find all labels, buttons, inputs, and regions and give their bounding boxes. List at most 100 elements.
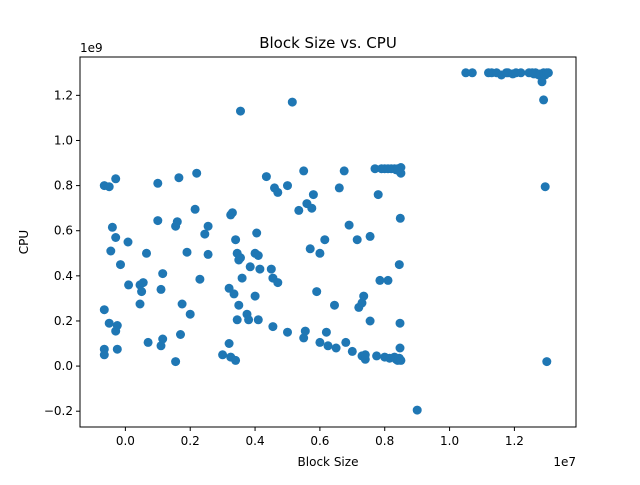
data-point-66 (255, 264, 265, 274)
data-point-25 (156, 284, 166, 294)
data-point-21 (143, 337, 153, 347)
data-point-75 (283, 327, 292, 337)
data-point-146 (516, 68, 526, 78)
data-point-98 (352, 235, 362, 245)
data-point-106 (365, 316, 375, 326)
y-tick-label-6: 1.0 (54, 133, 73, 147)
data-point-86 (315, 248, 325, 258)
data-point-52 (234, 300, 244, 310)
data-point-18 (137, 287, 147, 297)
data-point-63 (253, 251, 263, 260)
data-point-19 (135, 299, 145, 309)
data-point-59 (244, 315, 254, 325)
data-point-134 (395, 343, 405, 353)
data-point-31 (176, 330, 185, 339)
x-offset-label: 1e7 (553, 455, 576, 469)
data-point-42 (218, 350, 228, 360)
data-point-108 (372, 351, 382, 361)
y-tick-label-0: −0.2 (44, 404, 73, 418)
x-axis-label: Block Size (298, 455, 359, 469)
data-point-122 (393, 165, 403, 175)
data-point-104 (360, 350, 370, 360)
y-offset-label: 1e9 (80, 41, 103, 55)
data-point-26 (158, 334, 168, 344)
data-point-83 (299, 333, 309, 343)
data-point-81 (307, 203, 317, 213)
data-point-101 (359, 291, 369, 301)
data-point-35 (185, 309, 195, 319)
data-point-71 (273, 187, 283, 197)
data-point-27 (156, 341, 166, 351)
data-point-89 (321, 327, 331, 337)
y-tick-label-4: 0.6 (54, 224, 73, 238)
data-point-22 (153, 178, 163, 188)
plot-frame (79, 56, 577, 428)
data-point-95 (341, 337, 351, 347)
data-point-56 (236, 253, 245, 263)
data-point-7 (123, 237, 133, 247)
data-point-33 (171, 357, 181, 367)
data-point-38 (195, 274, 205, 284)
data-point-62 (252, 228, 262, 238)
data-point-78 (299, 166, 309, 176)
data-point-30 (174, 173, 184, 183)
data-point-135 (412, 405, 422, 415)
data-point-105 (365, 231, 375, 241)
data-point-39 (200, 229, 210, 239)
data-point-17 (138, 278, 148, 288)
data-point-73 (268, 322, 278, 332)
data-point-6 (116, 260, 125, 270)
x-tick-label-4: 0.8 (375, 434, 394, 448)
data-point-29 (172, 217, 182, 227)
data-point-77 (294, 205, 304, 215)
y-tick-label-3: 0.4 (54, 269, 73, 283)
data-point-94 (339, 166, 349, 176)
data-point-82 (308, 190, 318, 200)
data-point-12 (111, 326, 121, 336)
x-tick-label-5: 1.0 (440, 434, 459, 448)
data-point-68 (266, 264, 276, 274)
data-point-54 (231, 355, 241, 365)
x-tick-label-1: 0.2 (181, 434, 200, 448)
data-point-109 (373, 190, 383, 200)
chart-title: Block Size vs. CPU (259, 34, 397, 52)
data-point-64 (250, 291, 260, 301)
data-point-97 (347, 346, 357, 356)
data-point-23 (153, 216, 163, 226)
data-point-4 (111, 233, 121, 242)
data-point-133 (395, 318, 405, 328)
data-point-88 (320, 235, 330, 245)
data-point-15 (112, 344, 122, 354)
data-point-157 (543, 68, 553, 78)
data-point-93 (334, 183, 344, 193)
y-ticks: −0.2 0.0 0.2 0.4 0.6 0.8 1.0 1.2 (44, 88, 80, 418)
data-point-84 (300, 326, 310, 336)
data-point-132 (395, 213, 405, 223)
data-point-100 (357, 298, 367, 308)
data-point-14 (99, 350, 109, 360)
data-point-107 (370, 164, 380, 174)
x-tick-label-0: 0.0 (116, 434, 135, 448)
x-tick-label-3: 0.6 (310, 434, 329, 448)
data-point-49 (231, 235, 241, 245)
data-point-91 (330, 300, 339, 310)
data-point-53 (232, 315, 242, 325)
data-point-65 (253, 315, 263, 325)
data-point-92 (331, 343, 341, 353)
data-point-160 (542, 357, 552, 367)
data-point-80 (305, 244, 315, 254)
data-point-158 (539, 95, 549, 105)
data-point-45 (227, 208, 237, 218)
x-tick-label-2: 0.4 (246, 434, 265, 448)
data-point-60 (245, 262, 255, 272)
data-point-85 (312, 287, 322, 297)
data-point-55 (236, 106, 245, 116)
data-point-123 (383, 275, 393, 285)
data-point-131 (394, 260, 404, 270)
data-point-137 (467, 68, 477, 78)
data-point-24 (158, 269, 168, 279)
data-point-76 (287, 97, 297, 107)
data-point-37 (192, 168, 202, 178)
